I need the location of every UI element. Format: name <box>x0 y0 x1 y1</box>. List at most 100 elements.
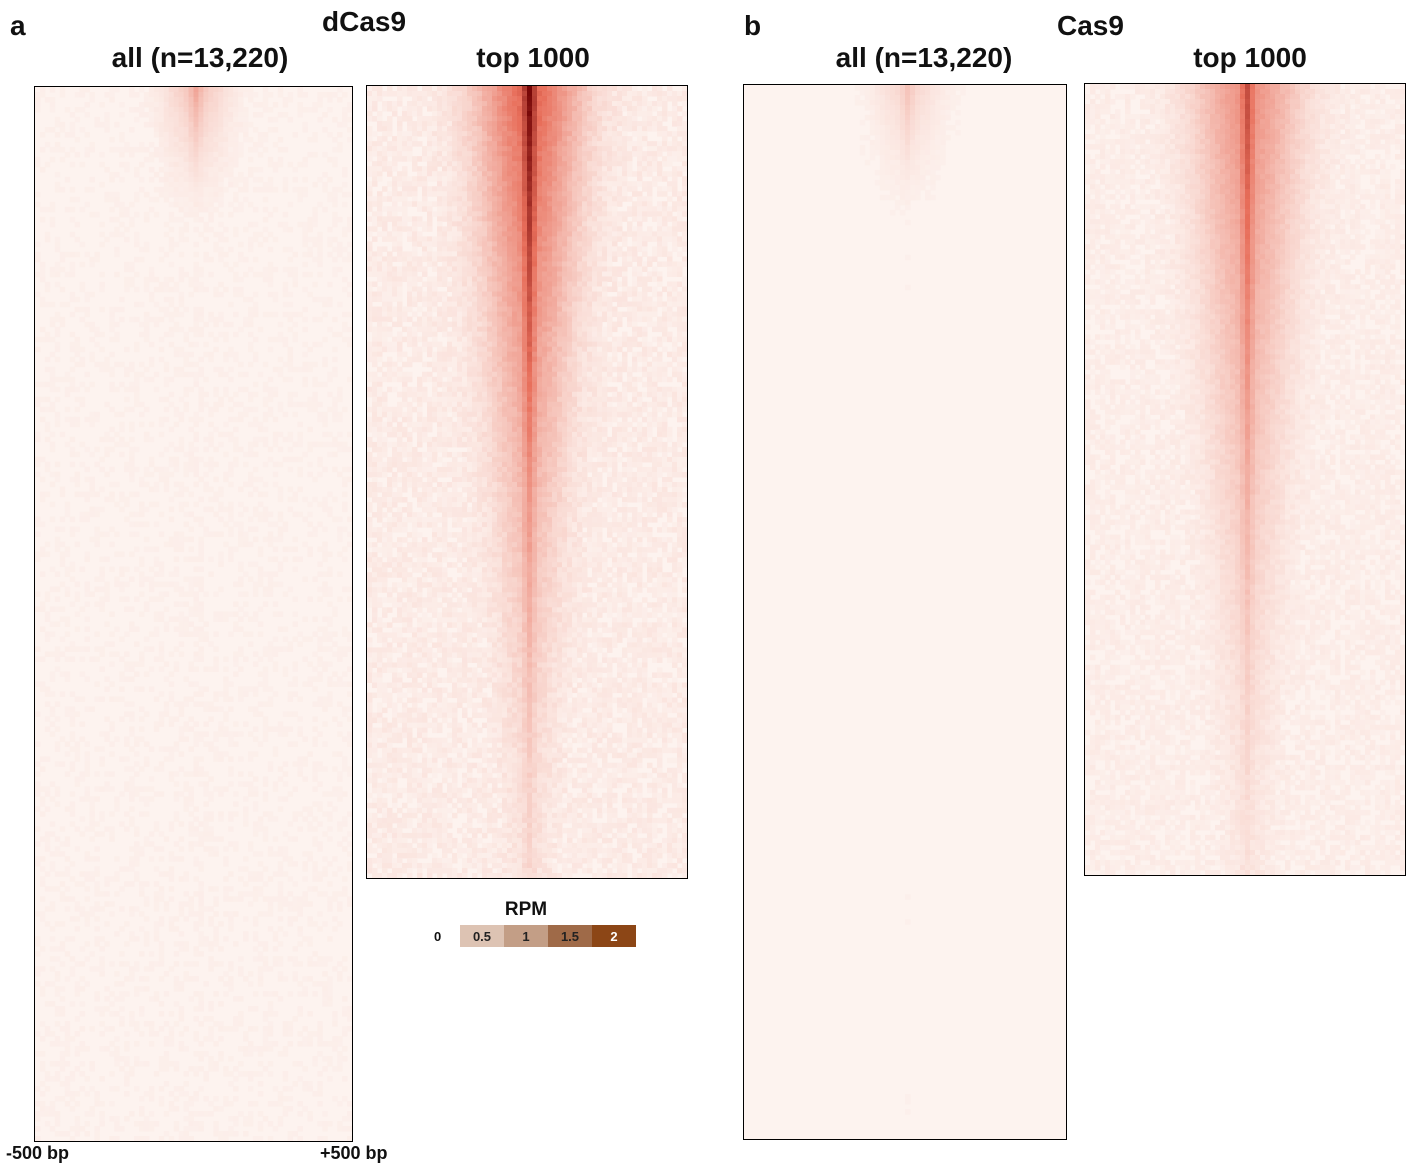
heatmap-cell <box>193 611 199 617</box>
heatmap-cell <box>168 216 175 223</box>
heatmap-cell <box>44 426 51 433</box>
heatmap-cell <box>218 166 224 173</box>
heatmap-cell <box>198 916 204 922</box>
heatmap-cell <box>109 611 115 617</box>
heatmap-cell <box>213 92 219 98</box>
heatmap-cell <box>257 701 264 707</box>
heatmap-cell <box>49 861 56 867</box>
heatmap-cell <box>302 326 308 333</box>
heatmap-cell <box>178 1016 185 1022</box>
heatmap-cell <box>79 1011 86 1017</box>
heatmap-cell <box>64 621 71 627</box>
heatmap-cell <box>168 116 175 123</box>
heatmap-cell <box>208 116 214 123</box>
heatmap-cell <box>44 366 51 373</box>
heatmap-cell <box>223 336 229 343</box>
heatmap-cell <box>287 1041 294 1047</box>
heatmap-cell <box>134 211 140 218</box>
heatmap-cell <box>233 111 239 118</box>
heatmap-cell <box>129 806 135 812</box>
heatmap-cell <box>272 571 279 578</box>
heatmap-cell <box>64 951 71 957</box>
heatmap-cell <box>287 271 294 278</box>
heatmap-cell <box>262 726 269 732</box>
heatmap-cell <box>104 876 110 882</box>
heatmap-cell <box>437 121 443 127</box>
heatmap-cell <box>178 1031 185 1037</box>
heatmap-cell <box>297 486 303 493</box>
heatmap-cell <box>35 521 41 528</box>
heatmap-cell <box>617 121 623 127</box>
heatmap-cell <box>492 121 498 127</box>
heatmap-cell <box>307 531 313 538</box>
heatmap-cell <box>243 136 249 143</box>
heatmap-cell <box>602 91 608 97</box>
heatmap-cell <box>347 736 352 742</box>
heatmap-cell <box>412 106 418 112</box>
heatmap-cell <box>143 931 150 937</box>
heatmap-cell <box>422 121 428 127</box>
heatmap-cell <box>139 576 145 583</box>
heatmap-cell <box>134 146 140 153</box>
heatmap-cell <box>657 121 663 127</box>
heatmap-cell <box>178 906 185 912</box>
heatmap-cell <box>129 456 135 463</box>
heatmap-cell <box>158 666 165 672</box>
heatmap-cell <box>183 406 190 413</box>
heatmap-cell <box>183 121 190 128</box>
heatmap-cell <box>557 91 563 97</box>
heatmap-cell <box>297 92 303 98</box>
heatmap-cell <box>257 941 264 947</box>
heatmap-cell <box>173 176 180 183</box>
heatmap-cell <box>99 831 105 837</box>
heatmap-cell <box>198 92 204 98</box>
heatmap-cell <box>188 661 194 667</box>
heatmap-cell <box>178 186 185 193</box>
heatmap-cell <box>272 206 279 213</box>
heatmap-cell <box>173 141 180 148</box>
heatmap-cell <box>532 91 538 97</box>
heatmap-cell <box>119 961 125 967</box>
heatmap-cell <box>59 256 66 263</box>
heatmap-cell <box>114 531 120 538</box>
heatmap-cell <box>247 156 254 163</box>
heatmap-cell <box>183 786 190 792</box>
heatmap-cell <box>672 101 678 107</box>
heatmap-cell <box>327 811 333 817</box>
heatmap-cell <box>307 636 313 642</box>
heatmap-cell <box>407 111 413 117</box>
heatmap-cell <box>178 196 185 203</box>
heatmap-cell <box>188 466 194 473</box>
heatmap-cell <box>322 1056 328 1062</box>
heatmap-cell <box>372 116 378 122</box>
heatmap-cell <box>307 271 313 278</box>
heatmap-cell <box>134 686 140 692</box>
heatmap-cell <box>193 856 199 862</box>
heatmap-cell <box>287 361 294 368</box>
heatmap-cell <box>482 91 488 97</box>
heatmap-cell <box>218 1026 224 1032</box>
heatmap-cell <box>198 731 204 737</box>
heatmap-cell <box>307 851 313 857</box>
heatmap-cell <box>198 1086 204 1092</box>
heatmap-cell <box>238 691 244 697</box>
heatmap-cell <box>228 736 234 742</box>
heatmap-cell <box>173 1126 180 1132</box>
heatmap-cell <box>89 951 95 957</box>
heatmap-cell <box>307 136 313 143</box>
heatmap-cell <box>252 1136 259 1141</box>
heatmap-cell <box>49 1106 56 1112</box>
heatmap-cell <box>54 541 61 548</box>
heatmap-cell <box>213 126 219 133</box>
heatmap-cell <box>622 116 628 122</box>
heatmap-cell <box>412 121 418 127</box>
heatmap-cell <box>243 481 249 488</box>
heatmap-cell <box>104 596 110 603</box>
heatmap-cell <box>173 196 180 203</box>
heatmap-cell <box>247 751 254 757</box>
heatmap-cell <box>193 421 199 428</box>
heatmap-cell <box>238 771 244 777</box>
heatmap-cell <box>203 126 209 133</box>
heatmap-cell <box>307 401 313 408</box>
heatmap-cell <box>282 146 289 153</box>
